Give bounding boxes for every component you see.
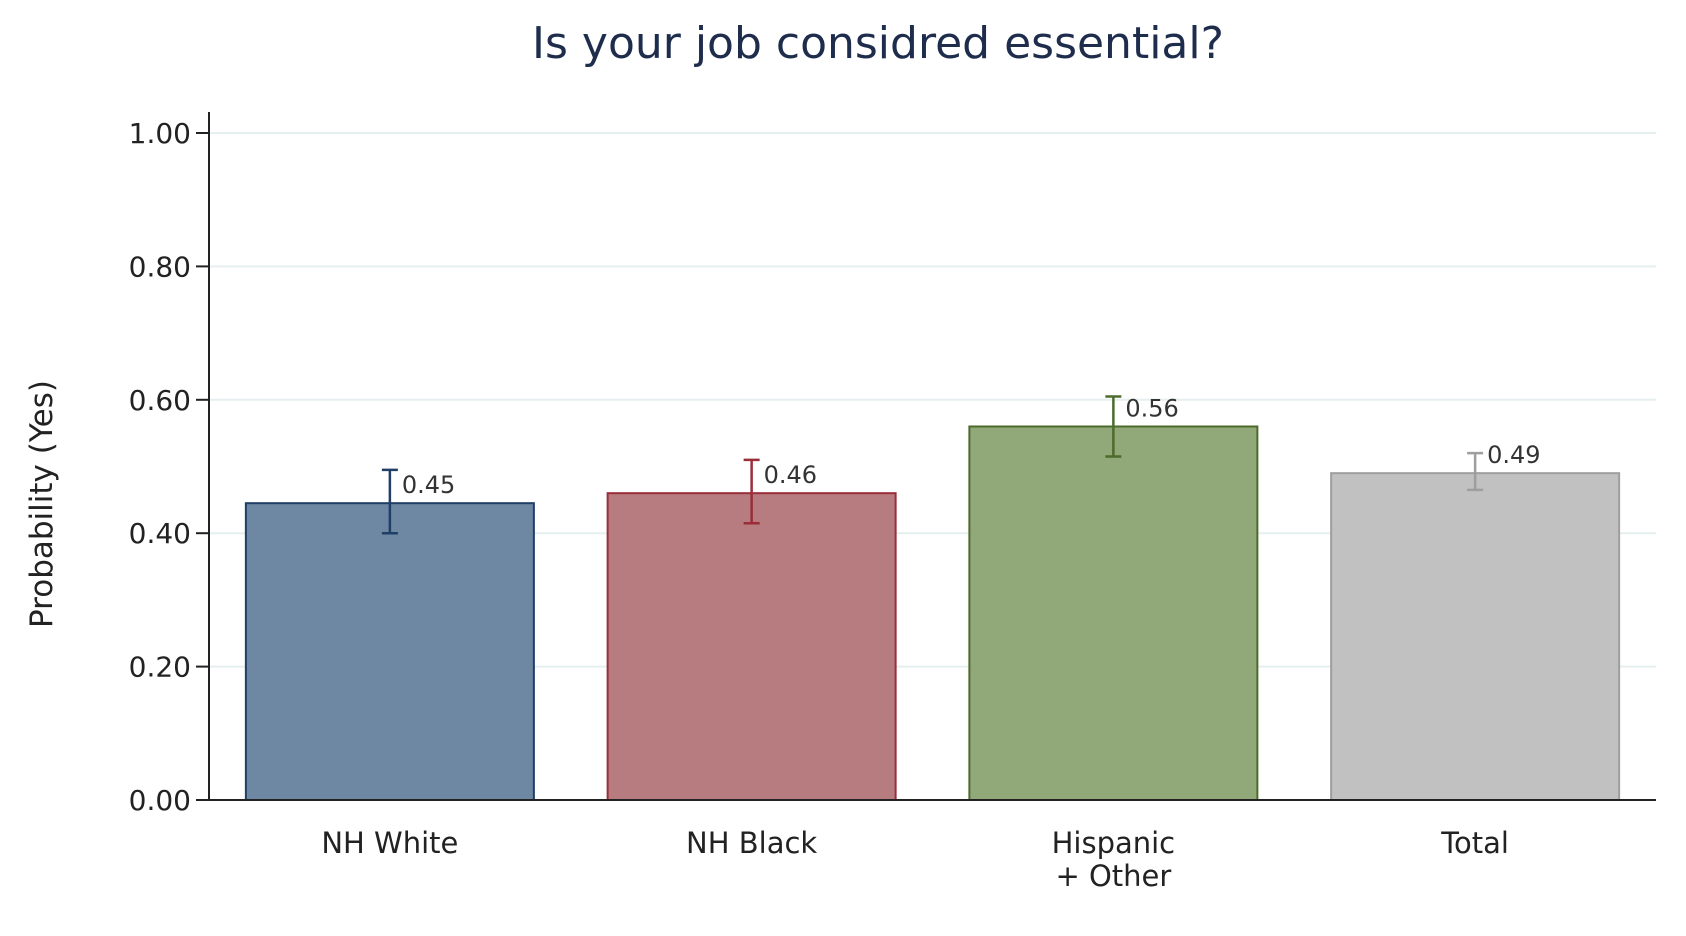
bar xyxy=(968,425,1259,801)
x-category-label: NH Black xyxy=(686,826,817,860)
x-category-label: NH White xyxy=(321,826,458,860)
data-label: 0.56 xyxy=(1125,394,1178,422)
data-label: 0.46 xyxy=(764,461,817,489)
x-category-label: Hispanic xyxy=(1052,826,1176,860)
x-category-label: Total xyxy=(1440,826,1509,860)
y-axis-title: Probability (Yes) xyxy=(24,380,60,628)
bar xyxy=(1330,472,1621,801)
chart-title: Is your job considred essential? xyxy=(532,18,1224,69)
x-category-label: + Other xyxy=(1055,859,1171,893)
y-tick-label: 0.20 xyxy=(129,651,191,684)
y-tick-label: 0.00 xyxy=(129,784,191,817)
y-tick-label: 1.00 xyxy=(129,117,191,150)
bar xyxy=(606,492,897,801)
bar xyxy=(244,502,535,801)
y-tick-label: 0.40 xyxy=(129,517,191,550)
y-tick-label: 0.80 xyxy=(129,250,191,283)
bars xyxy=(244,395,1621,801)
data-label: 0.49 xyxy=(1487,441,1540,469)
labels: 0.00 0.20 0.40 0.60 0.80 1.00 0.45 NH White 0.46… xyxy=(129,117,1541,893)
data-label: 0.45 xyxy=(402,471,455,499)
y-tick-label: 0.60 xyxy=(129,384,191,417)
axes xyxy=(196,112,1656,801)
